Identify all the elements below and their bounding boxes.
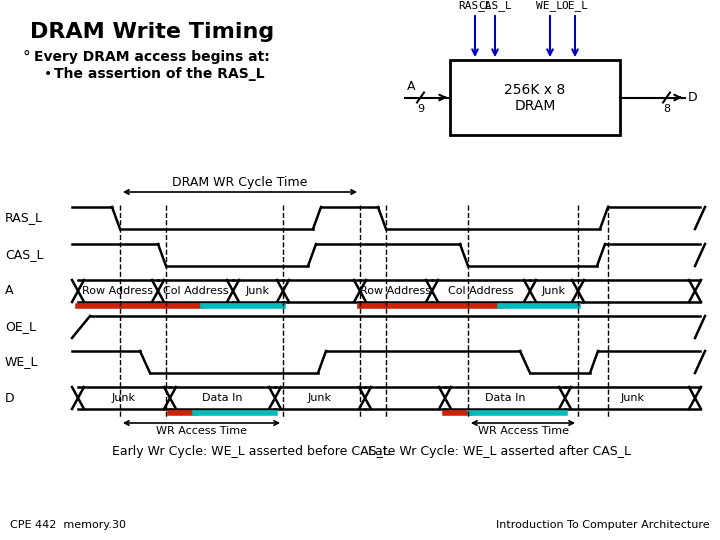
Bar <box>450 60 620 135</box>
Text: A: A <box>5 285 14 298</box>
Text: •: • <box>44 67 53 81</box>
Text: D: D <box>5 392 14 404</box>
Text: Introduction To Computer Architecture: Introduction To Computer Architecture <box>496 520 710 530</box>
Text: Data In: Data In <box>202 393 243 403</box>
Text: CPE 442  memory.30: CPE 442 memory.30 <box>10 520 126 530</box>
Text: OE_L: OE_L <box>5 321 36 334</box>
Text: WE_L: WE_L <box>536 0 564 11</box>
Text: The assertion of the RAS_L: The assertion of the RAS_L <box>54 67 265 81</box>
Text: DRAM Write Timing: DRAM Write Timing <box>30 22 274 42</box>
Text: 8: 8 <box>663 105 670 114</box>
Text: Every DRAM access begins at:: Every DRAM access begins at: <box>34 50 270 64</box>
Text: A: A <box>407 80 415 93</box>
Text: Col Address: Col Address <box>449 286 514 296</box>
Text: WR Access Time: WR Access Time <box>477 426 569 436</box>
Text: Junk: Junk <box>112 393 136 403</box>
Text: RAS_L: RAS_L <box>5 212 43 225</box>
Text: WE_L: WE_L <box>5 355 38 368</box>
Text: Col Address: Col Address <box>163 286 228 296</box>
Text: Junk: Junk <box>246 286 270 296</box>
Text: RAS_L: RAS_L <box>458 0 492 11</box>
Text: 9: 9 <box>418 105 425 114</box>
Text: CAS_L: CAS_L <box>5 248 43 261</box>
Text: °: ° <box>22 50 30 65</box>
Text: Junk: Junk <box>621 393 644 403</box>
Text: Junk: Junk <box>542 286 566 296</box>
Text: DRAM WR Cycle Time: DRAM WR Cycle Time <box>172 176 307 189</box>
Text: Junk: Junk <box>308 393 332 403</box>
Text: Early Wr Cycle: WE_L asserted before CAS_L: Early Wr Cycle: WE_L asserted before CAS… <box>112 445 390 458</box>
Text: OE_L: OE_L <box>562 0 588 11</box>
Text: Late Wr Cycle: WE_L asserted after CAS_L: Late Wr Cycle: WE_L asserted after CAS_L <box>368 445 631 458</box>
Text: D: D <box>688 91 698 104</box>
Text: Data In: Data In <box>485 393 526 403</box>
Text: 256K x 8: 256K x 8 <box>505 83 566 97</box>
Text: Row Address: Row Address <box>83 286 153 296</box>
Text: DRAM: DRAM <box>514 98 556 112</box>
Text: Row Address: Row Address <box>361 286 431 296</box>
Text: WR Access Time: WR Access Time <box>156 426 247 436</box>
Text: CAS_L: CAS_L <box>478 0 512 11</box>
